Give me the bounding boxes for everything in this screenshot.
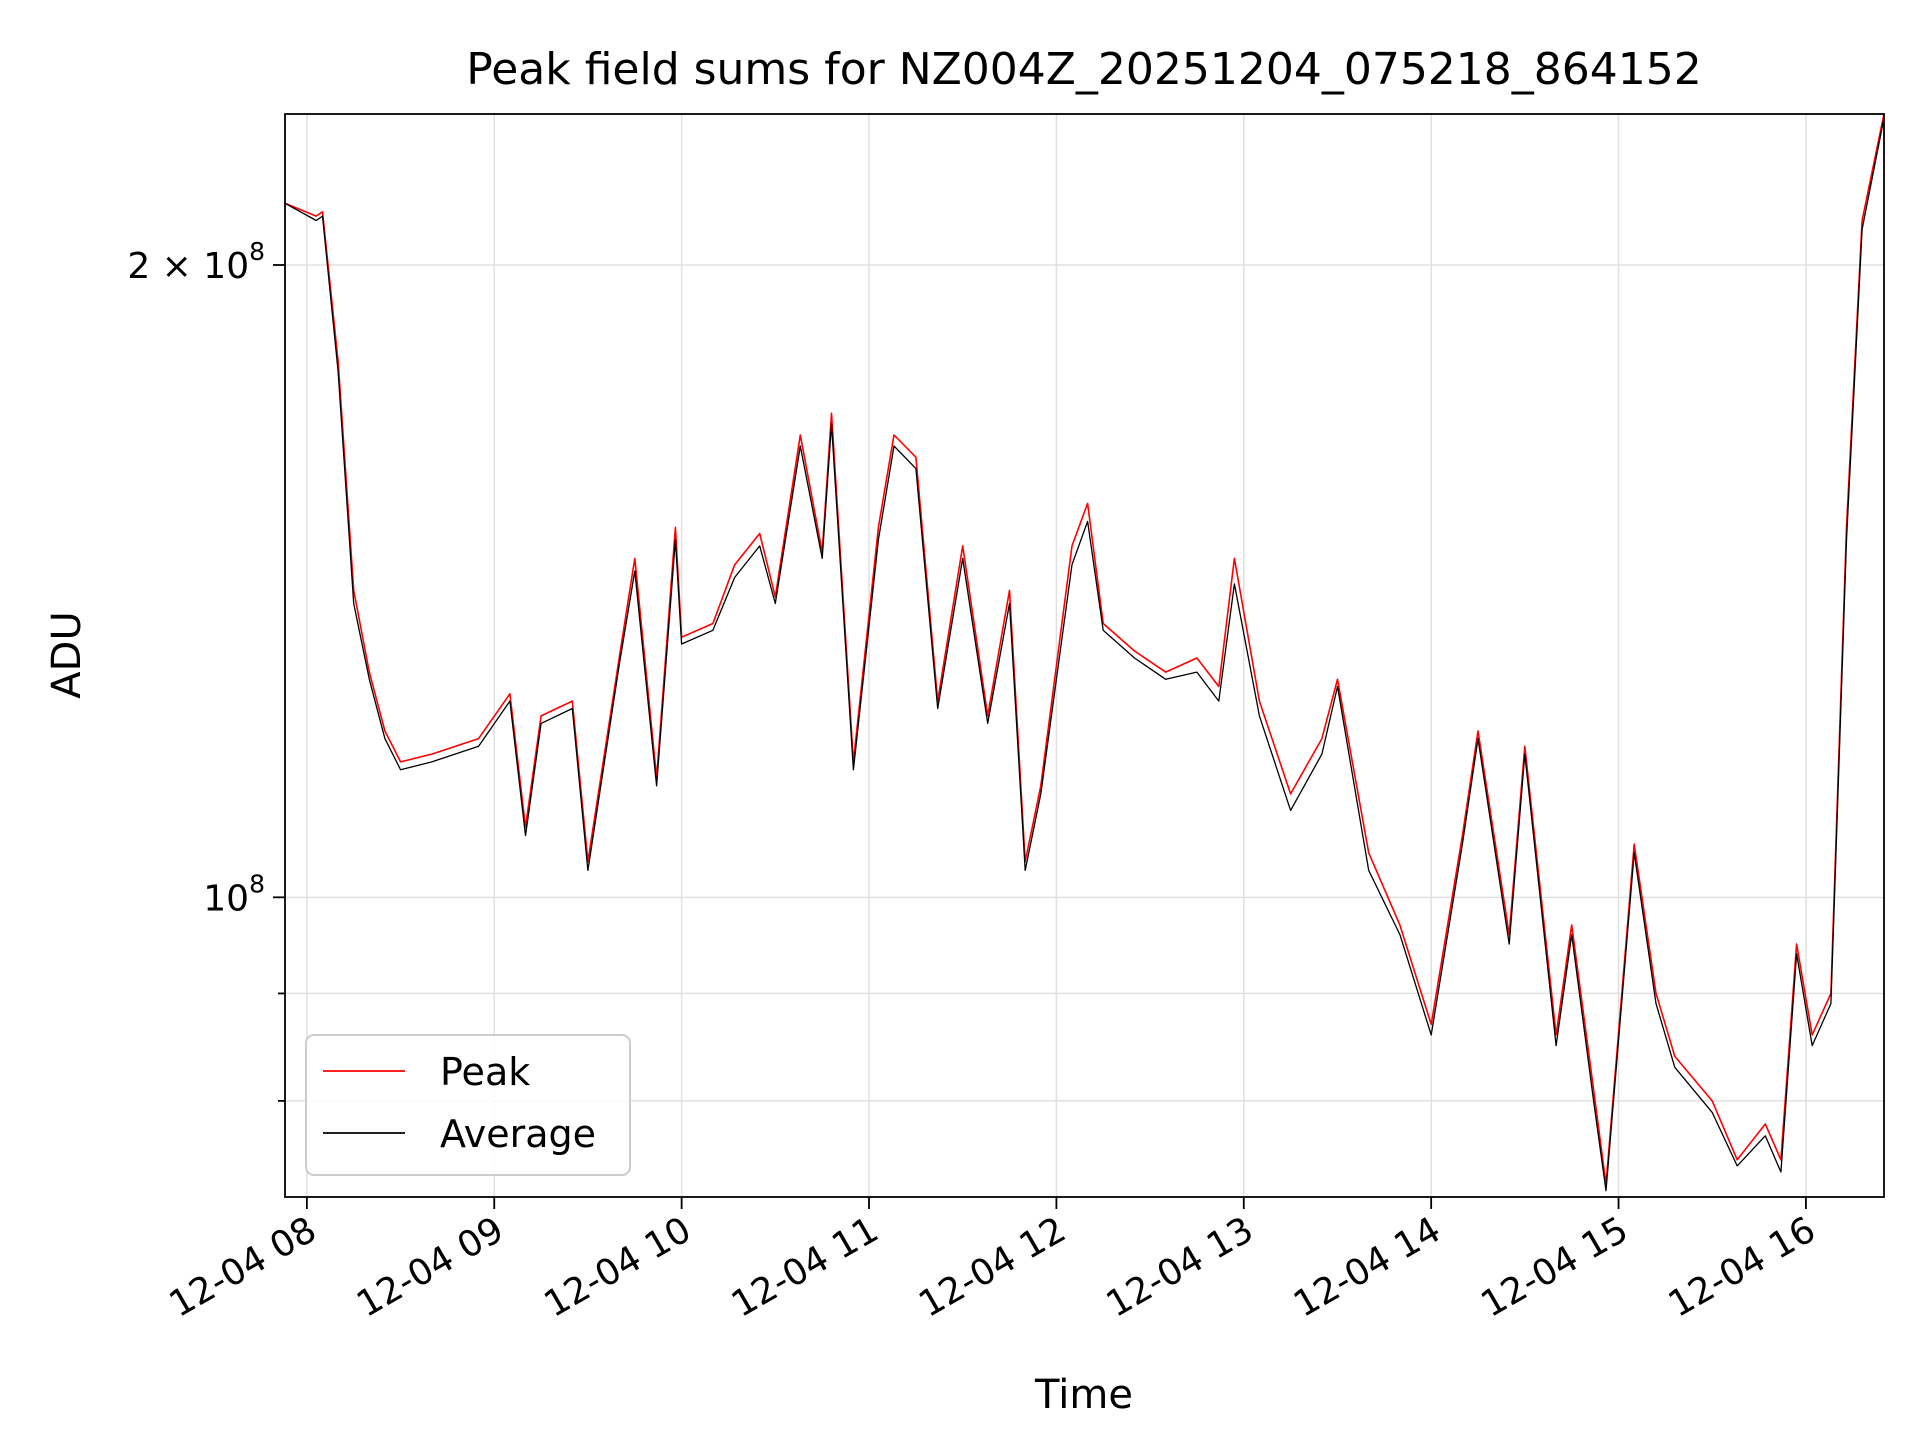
x-axis-label: Time xyxy=(1034,1372,1133,1418)
series-line-average xyxy=(285,117,1884,1192)
legend: Peak Average xyxy=(305,1034,631,1176)
series-layer xyxy=(285,114,1884,1192)
y-tick-exponent: 8 xyxy=(249,237,265,266)
legend-label-average: Average xyxy=(440,1112,596,1156)
plot-frame xyxy=(284,113,1885,1198)
legend-box xyxy=(305,1034,631,1176)
grid xyxy=(285,114,1884,1197)
y-major-tick: 2 × 108 xyxy=(127,237,285,287)
y-axis-label: ADU xyxy=(44,611,90,698)
chart-title: Peak field sums for NZ004Z_20251204_0752… xyxy=(466,44,1702,95)
y-tick-label: 2 × 108 xyxy=(127,237,265,287)
legend-label-peak: Peak xyxy=(440,1050,530,1094)
series-line-peak xyxy=(285,114,1884,1186)
y-tick-exponent: 8 xyxy=(249,869,265,898)
